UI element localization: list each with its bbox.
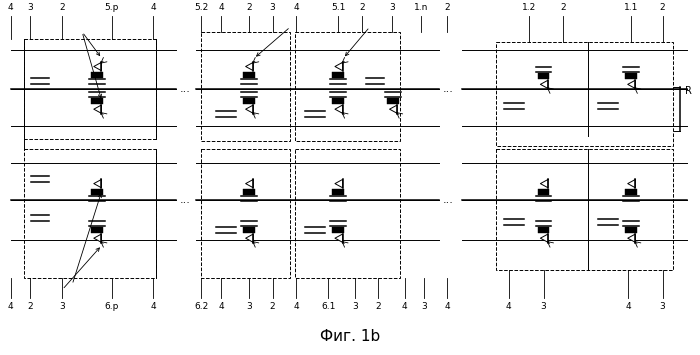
- Text: 4: 4: [218, 3, 224, 12]
- Text: 1.n: 1.n: [414, 3, 428, 12]
- Bar: [538, 227, 550, 233]
- Polygon shape: [94, 62, 102, 71]
- Text: 6.2: 6.2: [194, 302, 209, 311]
- Text: ...: ...: [442, 196, 453, 206]
- Text: 4: 4: [293, 302, 299, 311]
- Text: 4: 4: [218, 302, 224, 311]
- Polygon shape: [540, 80, 548, 88]
- Polygon shape: [94, 179, 102, 188]
- Text: 2: 2: [270, 302, 275, 311]
- Text: 2: 2: [359, 3, 365, 12]
- Bar: [295, 32, 400, 141]
- Polygon shape: [389, 105, 397, 113]
- Polygon shape: [335, 62, 342, 71]
- Text: 4: 4: [150, 3, 156, 12]
- Bar: [201, 32, 290, 141]
- Bar: [25, 39, 157, 139]
- Text: 3: 3: [27, 3, 34, 12]
- Bar: [386, 98, 398, 104]
- Text: 4: 4: [8, 302, 13, 311]
- Text: 4: 4: [293, 3, 299, 12]
- Polygon shape: [246, 62, 253, 71]
- Text: 3: 3: [389, 3, 395, 12]
- Bar: [243, 227, 255, 233]
- Bar: [332, 72, 344, 78]
- Text: 3: 3: [352, 302, 358, 311]
- Polygon shape: [335, 105, 342, 113]
- Polygon shape: [540, 179, 548, 188]
- Bar: [332, 98, 344, 104]
- Text: 3: 3: [246, 302, 251, 311]
- Text: Фиг. 1b: Фиг. 1b: [320, 329, 380, 344]
- Text: 2: 2: [444, 3, 450, 12]
- Text: 6.1: 6.1: [321, 302, 335, 311]
- Polygon shape: [540, 234, 548, 242]
- Bar: [496, 149, 673, 270]
- Polygon shape: [335, 234, 342, 242]
- Text: 3: 3: [659, 302, 666, 311]
- Bar: [201, 149, 290, 278]
- Text: ...: ...: [179, 196, 190, 206]
- Text: 1.2: 1.2: [522, 3, 536, 12]
- Text: 1.1: 1.1: [624, 3, 638, 12]
- Polygon shape: [246, 179, 253, 188]
- Bar: [332, 189, 344, 195]
- Polygon shape: [246, 234, 253, 242]
- Bar: [625, 227, 637, 233]
- Polygon shape: [94, 234, 102, 242]
- Text: 4: 4: [8, 3, 13, 12]
- Bar: [538, 189, 550, 195]
- Bar: [625, 73, 637, 79]
- Bar: [243, 98, 255, 104]
- Text: 3: 3: [60, 302, 65, 311]
- Text: 3: 3: [270, 3, 276, 12]
- Polygon shape: [628, 179, 636, 188]
- Text: 6.p: 6.p: [104, 302, 119, 311]
- Text: 4: 4: [402, 302, 407, 311]
- Text: 3: 3: [540, 302, 547, 311]
- Text: 2: 2: [561, 3, 566, 12]
- Text: 4: 4: [625, 302, 631, 311]
- Text: 5.1: 5.1: [331, 3, 345, 12]
- Text: ...: ...: [442, 84, 453, 94]
- Text: 2: 2: [660, 3, 666, 12]
- Bar: [295, 149, 400, 278]
- Text: 2: 2: [60, 3, 65, 12]
- Bar: [91, 227, 103, 233]
- Text: 5.p: 5.p: [104, 3, 119, 12]
- Polygon shape: [335, 179, 342, 188]
- Polygon shape: [94, 105, 102, 113]
- Text: 4: 4: [150, 302, 156, 311]
- Text: 2: 2: [27, 302, 34, 311]
- Polygon shape: [628, 234, 636, 242]
- Text: 3: 3: [421, 302, 427, 311]
- Text: 5.2: 5.2: [194, 3, 209, 12]
- Text: ...: ...: [179, 84, 190, 94]
- Bar: [332, 227, 344, 233]
- Polygon shape: [246, 105, 253, 113]
- Text: R: R: [685, 86, 692, 96]
- Polygon shape: [628, 80, 636, 88]
- Bar: [625, 189, 637, 195]
- Bar: [91, 72, 103, 78]
- Bar: [243, 72, 255, 78]
- Bar: [25, 149, 157, 278]
- Bar: [243, 189, 255, 195]
- Bar: [91, 98, 103, 104]
- Bar: [538, 73, 550, 79]
- Text: 4: 4: [506, 302, 512, 311]
- Bar: [496, 42, 673, 146]
- Bar: [91, 189, 103, 195]
- Text: 4: 4: [444, 302, 450, 311]
- Text: 2: 2: [375, 302, 381, 311]
- Text: 2: 2: [246, 3, 251, 12]
